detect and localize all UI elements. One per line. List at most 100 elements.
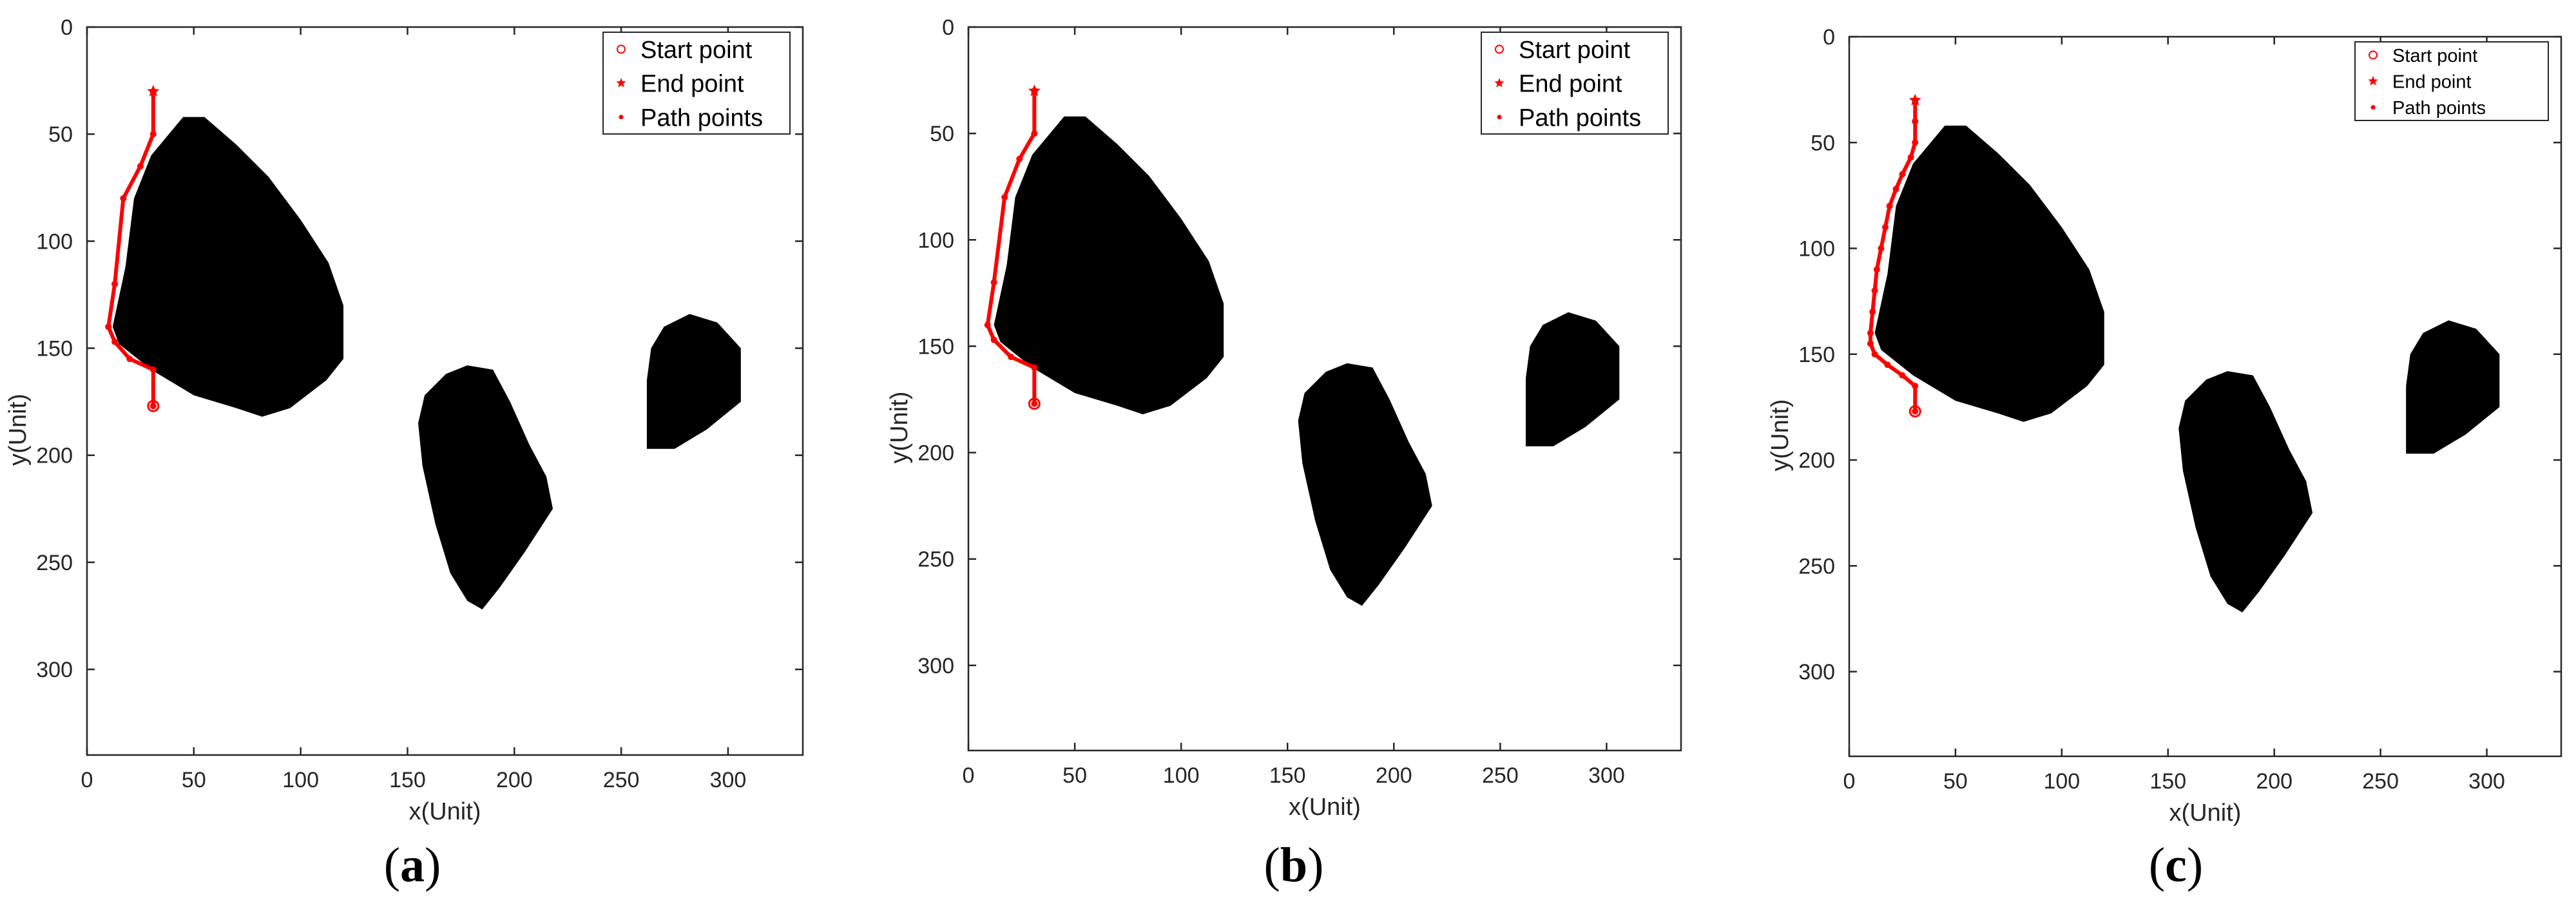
x-tick-label: 0	[81, 768, 93, 792]
path-point	[126, 356, 133, 363]
path-point	[1886, 202, 1893, 209]
start-point-marker	[1028, 397, 1041, 410]
y-tick-label: 100	[918, 228, 954, 253]
caption-c: (c)	[2148, 838, 2204, 892]
path-line	[985, 91, 1037, 404]
path-point	[1031, 364, 1038, 371]
path-point	[1912, 118, 1919, 125]
legend-box	[2354, 41, 2549, 121]
x-tick-label: 100	[2043, 769, 2080, 794]
legend-label: End point	[1519, 71, 1622, 98]
legend-start-marker	[2369, 50, 2378, 60]
path-point	[120, 195, 127, 202]
path-line	[106, 91, 155, 406]
end-point-marker	[1908, 93, 1921, 106]
x-tick-label: 250	[603, 768, 640, 792]
path-point	[1882, 224, 1889, 231]
path-point	[1016, 155, 1023, 162]
y-tick-label: 300	[918, 654, 954, 678]
axes-box	[86, 26, 804, 756]
path-point	[1912, 383, 1919, 390]
y-tick-label: 150	[1798, 343, 1835, 367]
y-axis-label: y(Unit)	[1767, 399, 1794, 472]
legend: Start point End point Path points	[602, 32, 791, 135]
legend-start-marker	[1495, 44, 1504, 54]
start-point-marker	[147, 399, 160, 412]
x-tick-label: 300	[1588, 763, 1625, 788]
y-axis-label: y(Unit)	[5, 394, 32, 466]
path-point	[1867, 340, 1874, 347]
path-point	[984, 321, 991, 329]
path-point	[1912, 408, 1919, 415]
legend-path-marker	[619, 115, 624, 120]
legend-end-marker	[616, 78, 626, 88]
path-point	[1892, 186, 1899, 193]
x-tick-label: 200	[2256, 769, 2292, 794]
path-point	[149, 403, 157, 410]
y-tick-label: 250	[36, 551, 73, 575]
path-point	[1878, 245, 1885, 252]
y-tick-label: 300	[1798, 660, 1835, 685]
obstacle-3	[1526, 312, 1620, 446]
y-tick-label: 150	[918, 334, 954, 359]
y-tick-label: 50	[1811, 131, 1835, 155]
path-point	[111, 338, 119, 345]
legend-label: End point	[2392, 72, 2472, 92]
obstacle-1	[1874, 126, 2104, 422]
y-tick-label: 100	[1798, 237, 1835, 262]
x-tick-label: 100	[282, 768, 319, 792]
x-tick-label: 150	[1269, 763, 1306, 788]
axes-box	[967, 26, 1682, 752]
legend-label: Start point	[1519, 37, 1631, 64]
x-tick-label: 250	[2362, 769, 2399, 794]
y-tick-label: 250	[1798, 554, 1835, 579]
x-tick-label: 50	[182, 768, 206, 792]
caption-a: (a)	[383, 838, 441, 892]
y-tick-label: 50	[48, 122, 73, 147]
legend-box	[602, 32, 791, 135]
start-point-marker	[1908, 405, 1921, 417]
x-tick-label: 200	[496, 768, 533, 792]
path-point	[1867, 329, 1874, 336]
legend-box	[1481, 32, 1669, 135]
path-point	[1873, 266, 1880, 273]
axes-box	[1848, 35, 2562, 758]
x-tick-label: 0	[1843, 769, 1856, 794]
path-point	[111, 280, 119, 287]
legend: Start point End point Path points	[2354, 41, 2549, 121]
x-tick-label: 200	[1376, 763, 1412, 788]
obstacle-3	[646, 314, 741, 449]
obstacle-3	[2406, 320, 2500, 454]
x-tick-label: 50	[1943, 769, 1968, 794]
path-point	[1912, 139, 1919, 146]
path-point	[1031, 130, 1038, 137]
legend: Start point End point Path points	[1481, 32, 1669, 135]
path-point	[1907, 154, 1914, 161]
y-tick-label: 300	[36, 658, 73, 682]
path-point	[1001, 194, 1008, 201]
legend-end-marker	[2368, 76, 2378, 86]
end-point-marker	[147, 84, 160, 97]
obstacle-2	[1298, 363, 1432, 606]
caption-b: (b)	[1264, 838, 1324, 892]
chart-panel-c: 0 50 100 150 200 250 300 0 50 100 150 200 250 300 x(Un…	[1767, 25, 2562, 827]
legend-label: Path points	[1519, 104, 1641, 131]
x-tick-label: 150	[2149, 769, 2186, 794]
y-tick-label: 200	[1798, 448, 1835, 473]
legend-end-marker	[1494, 78, 1504, 88]
x-axis-label: x(Unit)	[409, 798, 481, 825]
y-tick-label: 200	[918, 441, 954, 466]
legend-label: End point	[640, 71, 744, 98]
y-tick-label: 50	[930, 122, 954, 146]
y-tick-label: 0	[61, 15, 73, 40]
x-axis-label: x(Unit)	[1289, 794, 1361, 821]
legend-label: Path points	[640, 104, 763, 131]
x-tick-label: 250	[1482, 763, 1519, 788]
path-point	[1031, 400, 1038, 407]
y-tick-label: 0	[1823, 25, 1835, 50]
x-tick-label: 150	[389, 768, 426, 792]
path-point	[149, 366, 157, 373]
legend-label: Path points	[2392, 98, 2486, 119]
path-point	[990, 336, 997, 343]
legend-path-marker	[1497, 115, 1502, 120]
